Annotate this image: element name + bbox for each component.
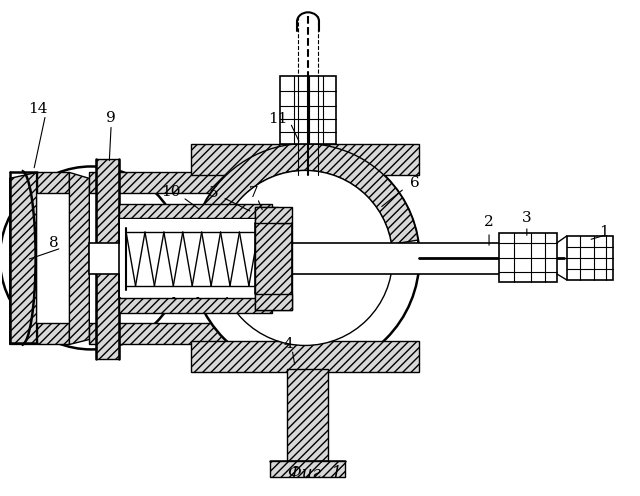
Text: 10: 10 bbox=[161, 186, 180, 199]
Polygon shape bbox=[255, 207, 292, 223]
Text: 2: 2 bbox=[484, 215, 494, 229]
Polygon shape bbox=[270, 461, 345, 477]
Polygon shape bbox=[287, 370, 328, 461]
Text: 9: 9 bbox=[106, 111, 116, 124]
Text: 14: 14 bbox=[28, 102, 47, 116]
Circle shape bbox=[0, 167, 183, 349]
Polygon shape bbox=[280, 76, 336, 143]
Polygon shape bbox=[36, 322, 69, 344]
Polygon shape bbox=[90, 173, 305, 193]
Polygon shape bbox=[96, 159, 119, 360]
Text: 7: 7 bbox=[248, 186, 258, 200]
Polygon shape bbox=[566, 236, 613, 280]
Polygon shape bbox=[120, 219, 271, 297]
Circle shape bbox=[218, 171, 392, 345]
Text: 5: 5 bbox=[209, 186, 218, 200]
Polygon shape bbox=[90, 322, 305, 344]
Circle shape bbox=[191, 143, 419, 372]
Polygon shape bbox=[36, 173, 69, 193]
Polygon shape bbox=[119, 204, 272, 218]
Polygon shape bbox=[90, 243, 548, 274]
Polygon shape bbox=[499, 233, 557, 282]
Text: 6: 6 bbox=[410, 177, 419, 190]
Polygon shape bbox=[69, 173, 90, 344]
Polygon shape bbox=[255, 294, 292, 310]
Text: 1: 1 bbox=[600, 225, 609, 239]
Polygon shape bbox=[191, 341, 419, 372]
Polygon shape bbox=[255, 207, 292, 310]
Polygon shape bbox=[191, 143, 419, 176]
Text: 4: 4 bbox=[284, 337, 293, 352]
Polygon shape bbox=[196, 144, 418, 244]
Text: 3: 3 bbox=[522, 211, 532, 225]
Text: 11: 11 bbox=[269, 112, 288, 125]
Polygon shape bbox=[10, 173, 36, 344]
Polygon shape bbox=[119, 298, 272, 312]
Text: 8: 8 bbox=[49, 236, 58, 250]
Text: Фиг. 1: Фиг. 1 bbox=[288, 465, 342, 482]
